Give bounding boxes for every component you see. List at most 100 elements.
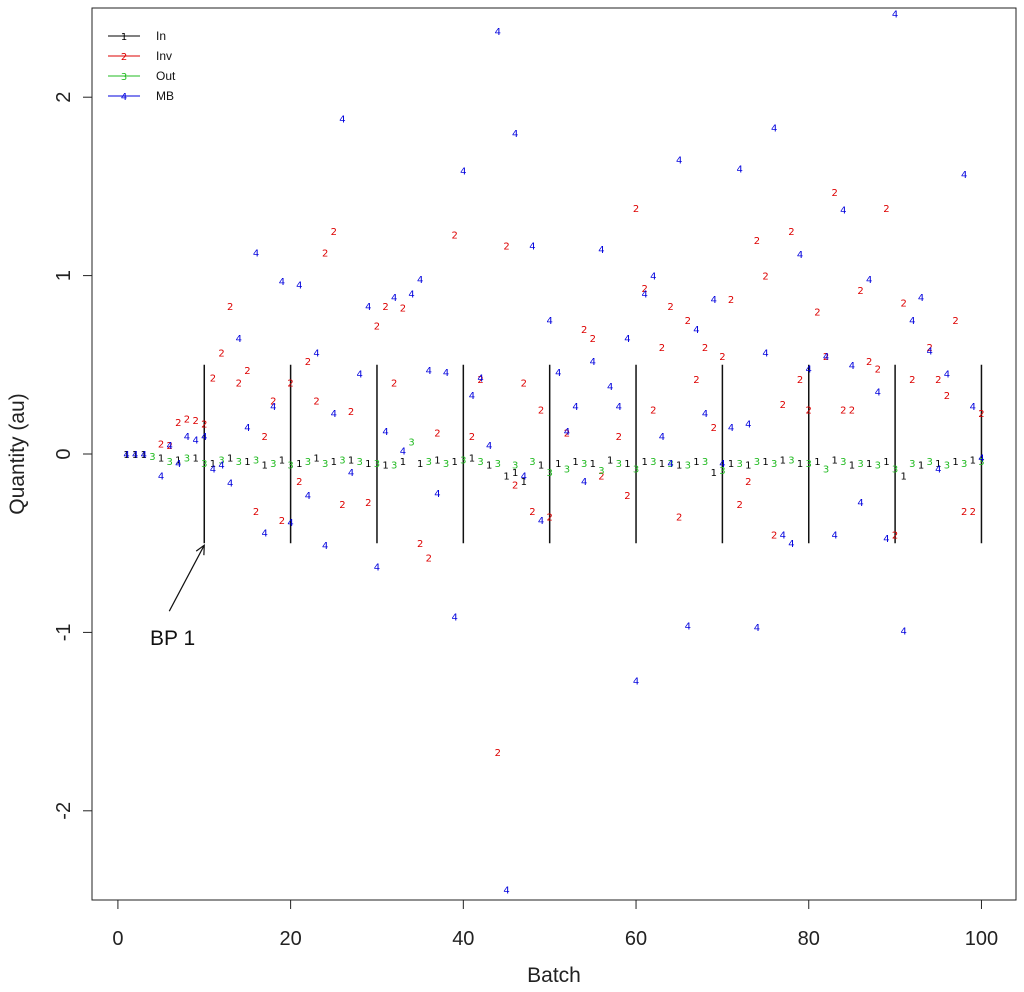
point-mb-87: 4: [892, 9, 898, 20]
point-inv-8: 2: [227, 302, 233, 313]
point-inv-48: 2: [641, 284, 647, 295]
point-mb-86: 4: [883, 534, 889, 545]
point-inv-5: 2: [201, 420, 207, 431]
point-in-17: 1: [400, 457, 406, 468]
point-inv-52: 2: [676, 512, 682, 523]
point-mb-51: 4: [572, 402, 578, 413]
point-mb-49: 4: [555, 368, 561, 379]
point-mb-48: 4: [546, 316, 552, 327]
point-in-42: 1: [814, 457, 820, 468]
point-inv-34: 2: [495, 748, 501, 759]
point-mb-16: 4: [270, 402, 276, 413]
y-tick-label-0: -2: [53, 802, 75, 820]
point-in-38: 1: [745, 461, 751, 472]
point-mb-30: 4: [391, 293, 397, 304]
point-mb-88: 4: [901, 627, 907, 638]
point-inv-45: 2: [616, 432, 622, 443]
point-inv-54: 2: [693, 375, 699, 386]
point-inv-9: 2: [236, 379, 242, 390]
point-mb-65: 4: [693, 325, 699, 336]
point-mb-77: 4: [797, 250, 803, 261]
point-mb-71: 4: [745, 420, 751, 431]
point-mb-21: 4: [313, 348, 319, 359]
point-in-48: 1: [918, 461, 924, 472]
point-inv-74: 2: [866, 357, 872, 368]
point-inv-15: 2: [287, 379, 293, 390]
point-inv-68: 2: [814, 307, 820, 318]
point-in-4: 1: [175, 455, 181, 466]
point-in-43: 1: [831, 455, 837, 466]
point-mb-75: 4: [780, 530, 786, 541]
point-mb-80: 4: [831, 530, 837, 541]
point-mb-31: 4: [400, 446, 406, 457]
point-inv-40: 2: [546, 512, 552, 523]
point-mb-39: 4: [469, 391, 475, 402]
point-out-36: 3: [771, 459, 777, 470]
point-in-7: 1: [227, 454, 233, 465]
point-mb-33: 4: [417, 275, 423, 286]
point-mb-61: 4: [659, 432, 665, 443]
annotation: BP 1: [150, 543, 205, 650]
point-in-34: 1: [676, 461, 682, 472]
x-tick-label-5: 100: [965, 928, 998, 950]
point-inv-75: 2: [875, 364, 881, 375]
point-in-18: 1: [417, 459, 423, 470]
point-mb-69: 4: [728, 423, 734, 434]
point-mb-96: 4: [978, 454, 984, 465]
point-in-49: 1: [935, 459, 941, 470]
point-mb-62: 4: [667, 459, 673, 470]
legend-label-out: Out: [156, 69, 176, 83]
point-out-41: 3: [857, 459, 863, 470]
point-out-22: 3: [529, 457, 535, 468]
point-inv-1: 2: [167, 441, 173, 452]
point-inv-16: 2: [296, 477, 302, 488]
point-mb-15: 4: [262, 528, 268, 539]
point-mb-58: 4: [633, 677, 639, 688]
point-inv-85: 2: [970, 507, 976, 518]
point-in-27: 1: [555, 459, 561, 470]
point-mb-55: 4: [607, 382, 613, 393]
x-axis-title: Batch: [527, 964, 581, 987]
point-mb-7: 4: [192, 436, 198, 447]
point-inv-59: 2: [736, 500, 742, 511]
point-mb-93: 4: [944, 370, 950, 381]
point-mb-1: 4: [132, 450, 138, 461]
x-tick-label-4: 80: [798, 928, 820, 950]
point-mb-41: 4: [486, 441, 492, 452]
legend-label-in: In: [156, 29, 166, 43]
point-in-1: 1: [132, 450, 138, 461]
point-mb-66: 4: [702, 409, 708, 420]
point-mb-92: 4: [935, 464, 941, 475]
point-inv-35: 2: [503, 241, 509, 252]
point-in-51: 1: [970, 455, 976, 466]
point-inv-39: 2: [538, 405, 544, 416]
point-mb-32: 4: [408, 289, 414, 300]
point-in-12: 1: [313, 454, 319, 465]
data-points: 1 1 1 1 1 1 1 1 1 1 1 1 1 1 1 1 1 1 1 1 1 111 111 1 1 1 1 1 1 1 1 111 1 1…: [123, 9, 984, 896]
point-out-43: 3: [892, 464, 898, 475]
point-in-26: 1: [538, 461, 544, 472]
point-out-45: 3: [926, 457, 932, 468]
point-out-35: 3: [754, 457, 760, 468]
point-mb-45: 4: [521, 471, 527, 482]
point-out-47: 3: [961, 459, 967, 470]
point-inv-46: 2: [624, 491, 630, 502]
point-out-32: 3: [702, 457, 708, 468]
point-inv-86: 2: [978, 409, 984, 420]
point-mb-24: 4: [339, 115, 345, 126]
point-out-48: 3: [978, 457, 984, 468]
point-mb-29: 4: [382, 427, 388, 438]
point-out-19: 3: [477, 457, 483, 468]
point-mb-68: 4: [719, 459, 725, 470]
point-inv-6: 2: [210, 373, 216, 384]
point-inv-62: 2: [762, 272, 768, 283]
point-inv-58: 2: [728, 295, 734, 306]
point-out-39: 3: [823, 464, 829, 475]
point-inv-55: 2: [702, 343, 708, 354]
point-mb-12: 4: [236, 334, 242, 345]
point-in-19: 1: [434, 455, 440, 466]
point-inv-29: 2: [426, 553, 432, 564]
point-mb-60: 4: [650, 272, 656, 283]
point-in-44: 1: [849, 461, 855, 472]
point-out-18: 3: [460, 455, 466, 466]
